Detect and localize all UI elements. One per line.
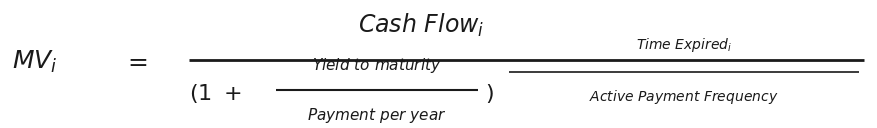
Text: $\mathit{Cash\ Flow_i}$: $\mathit{Cash\ Flow_i}$: [358, 12, 484, 39]
Text: $=$: $=$: [124, 49, 148, 73]
Text: $\mathit{Active\ Payment\ Frequency}$: $\mathit{Active\ Payment\ Frequency}$: [589, 88, 779, 106]
Text: $\mathit{Yield\ to\ maturity}$: $\mathit{Yield\ to\ maturity}$: [312, 56, 442, 75]
Text: $\mathit{Time\ Expired_i}$: $\mathit{Time\ Expired_i}$: [636, 36, 732, 54]
Text: $\mathit{)}$: $\mathit{)}$: [485, 82, 494, 105]
Text: $\mathit{Payment\ per\ year}$: $\mathit{Payment\ per\ year}$: [307, 106, 447, 125]
Text: $\mathit{MV_i}$: $\mathit{MV_i}$: [12, 48, 58, 74]
Text: $\mathit{(1\ +}$: $\mathit{(1\ +}$: [189, 82, 241, 105]
